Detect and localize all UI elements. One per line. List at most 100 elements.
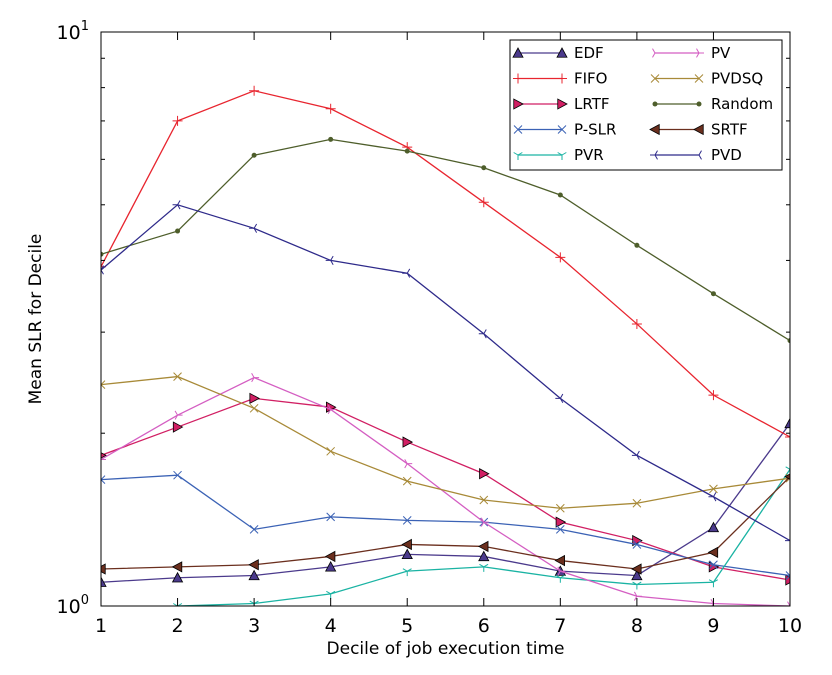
data-point-pvdsq (326, 446, 336, 456)
legend-marker-srtf (693, 123, 704, 136)
legend-marker-lrtf (557, 98, 568, 110)
data-point-random (328, 136, 334, 142)
data-point-random (251, 152, 257, 158)
data-point-pvd (708, 492, 717, 502)
series-edf (101, 417, 790, 587)
legend-label-lrtf: LRTF (574, 95, 609, 113)
legend-label-p-slr: P-SLR (574, 121, 616, 139)
data-point-fifo (785, 431, 790, 442)
data-point-pvdsq (709, 484, 718, 494)
data-point-pvd (402, 268, 411, 278)
data-point-pvr (632, 581, 642, 590)
legend-marker-p-slr (513, 125, 523, 134)
data-point-edf (707, 521, 720, 533)
legend-label-edf: EDF (574, 44, 604, 62)
data-point-srtf (554, 554, 565, 567)
data-point-pvd (785, 539, 790, 542)
data-point-pvd (249, 223, 258, 233)
series-line-p-slr (101, 474, 790, 577)
data-point-pv (557, 566, 566, 576)
legend-label-random: Random (711, 95, 773, 113)
x-tick-label: 7 (554, 615, 566, 637)
series-random (101, 136, 790, 344)
x-tick-label: 1 (95, 615, 107, 637)
data-point-pvdsq (173, 372, 182, 381)
legend-marker-p-slr (557, 125, 567, 134)
legend-marker-fifo (513, 73, 523, 84)
data-point-pvd (631, 450, 640, 460)
data-point-p-slr (101, 475, 106, 485)
legend-entry-edf: EDF (512, 44, 604, 62)
y-tick-label: 100 (57, 593, 89, 618)
legend-label-pvd: PVD (711, 146, 742, 164)
data-point-edf (248, 569, 260, 581)
data-point-p-slr (555, 524, 565, 534)
series-line-pvr (167, 468, 790, 606)
legend-marker-random (652, 101, 658, 107)
data-point-fifo (555, 252, 566, 263)
data-point-edf (784, 417, 790, 429)
data-point-fifo (325, 103, 336, 114)
series-line-fifo (101, 90, 790, 438)
legend-entry-pvr: PVR (513, 146, 604, 164)
legend-marker-pv (696, 48, 704, 58)
x-tick-label: 2 (172, 615, 184, 637)
axes-layer: 1 2 3 4 5 6 7 8 9 10 100 101 Decile of job execution… (26, 19, 802, 659)
data-point-pvr (555, 574, 565, 583)
data-point-pvr (708, 579, 719, 588)
data-point-pv (327, 404, 336, 415)
legend-entry-pvdsq: PVDSQ (650, 70, 763, 88)
data-point-pvdsq (555, 503, 565, 513)
data-point-lrtf (249, 392, 260, 405)
data-point-pv (251, 373, 260, 383)
data-point-p-slr (249, 524, 259, 534)
legend-entry-random: Random (652, 95, 773, 113)
x-tick-label: 8 (631, 615, 643, 637)
data-point-pvr (479, 563, 489, 572)
data-point-srtf (101, 563, 106, 575)
legend-label-srtf: SRTF (711, 121, 748, 139)
series-line-lrtf (101, 397, 790, 581)
data-point-edf (478, 550, 490, 562)
data-point-lrtf (555, 516, 567, 528)
legend-marker-edf (512, 47, 524, 58)
data-point-edf (324, 561, 337, 572)
series-line-pvd (101, 204, 790, 542)
data-point-srtf (707, 546, 719, 559)
series-p-slr (101, 470, 790, 580)
data-point-p-slr (632, 540, 642, 549)
y-axis-label: Mean SLR for Decile (26, 234, 46, 405)
data-point-pvdsq (249, 403, 259, 413)
x-tick-label: 9 (707, 615, 719, 637)
data-point-random (404, 148, 410, 154)
x-axis-label: Decile of job execution time (327, 639, 565, 659)
legend-marker-lrtf (513, 98, 524, 110)
legend-label-pvr: PVR (574, 146, 604, 164)
data-point-srtf (401, 538, 412, 551)
legend-box (509, 39, 783, 171)
data-point-random (557, 192, 563, 198)
x-tick-label: 4 (325, 615, 337, 637)
data-point-edf (401, 548, 413, 560)
data-point-pvd (172, 200, 181, 210)
legend-marker-pvd (694, 150, 702, 160)
legend-marker-pvd (650, 150, 658, 160)
data-point-pvr (785, 466, 790, 475)
data-point-p-slr (173, 470, 182, 480)
legend-entry-pvd: PVD (650, 146, 742, 164)
data-point-lrtf (479, 468, 490, 480)
x-tick-label: 6 (478, 615, 490, 637)
data-point-random (634, 242, 640, 248)
data-point-srtf (477, 540, 489, 553)
data-point-pvdsq (101, 380, 106, 390)
series-line-srtf (101, 476, 790, 570)
legend-entry-p-slr: P-SLR (513, 121, 616, 139)
data-point-pv (404, 459, 413, 469)
series-lrtf (101, 392, 790, 586)
data-point-p-slr (709, 560, 718, 570)
data-point-fifo (478, 197, 489, 208)
data-point-p-slr (785, 571, 790, 580)
legend-marker-pv (652, 48, 660, 58)
data-point-lrtf (172, 421, 184, 433)
data-point-fifo (631, 318, 642, 329)
